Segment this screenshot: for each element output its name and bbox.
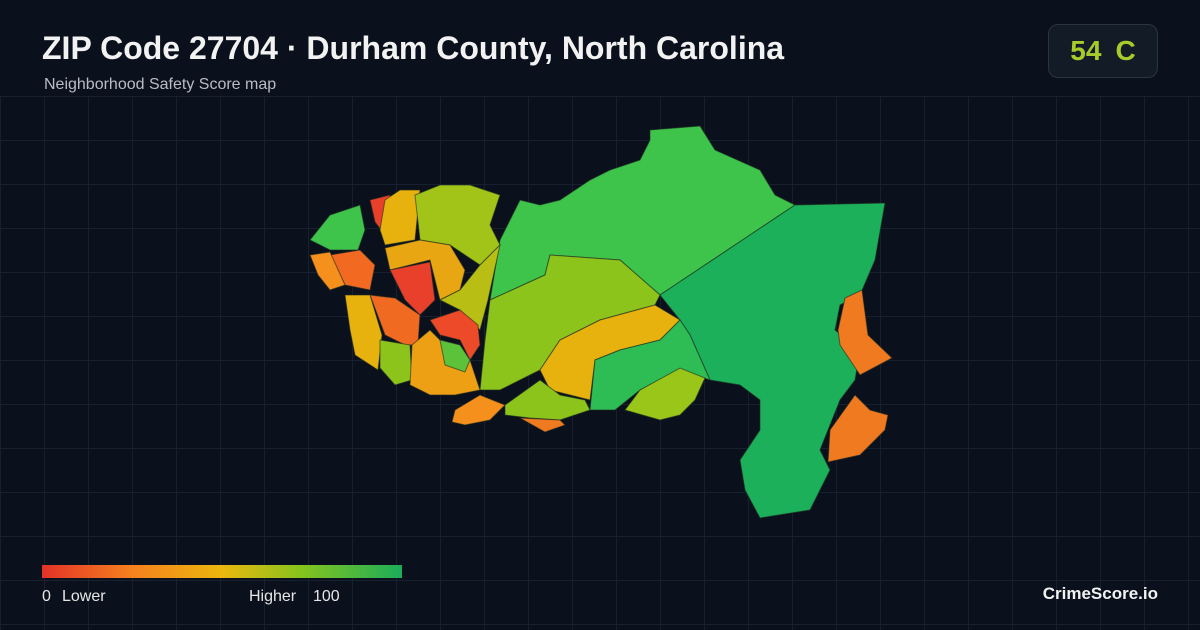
- region: [379, 339, 413, 386]
- region: [344, 294, 383, 371]
- region: [519, 417, 566, 433]
- region: [429, 309, 481, 361]
- zip-area: [309, 125, 893, 519]
- legend-max-label: Higher: [249, 588, 297, 605]
- subtitle: Neighborhood Safety Score map: [44, 76, 277, 93]
- region: [624, 367, 706, 421]
- region: [379, 189, 421, 246]
- legend-max: 100: [313, 588, 340, 605]
- brand: CrimeScore.io: [1042, 584, 1158, 603]
- legend-gradient: [42, 565, 402, 578]
- region: [827, 394, 889, 463]
- region: [309, 251, 346, 291]
- region: [589, 319, 711, 411]
- title: ZIP Code 27704 · Durham County, North Ca…: [42, 30, 785, 66]
- region: [439, 339, 471, 373]
- region: [451, 394, 506, 426]
- score: 54: [1070, 35, 1102, 66]
- region: [837, 289, 893, 376]
- score-badge: 54 C: [1048, 24, 1158, 78]
- grade: C: [1115, 35, 1136, 66]
- region: [309, 204, 366, 251]
- legend-min-label: Lower: [62, 588, 106, 605]
- legend-min: 0: [42, 588, 51, 605]
- region: [504, 379, 591, 421]
- region: [389, 261, 436, 316]
